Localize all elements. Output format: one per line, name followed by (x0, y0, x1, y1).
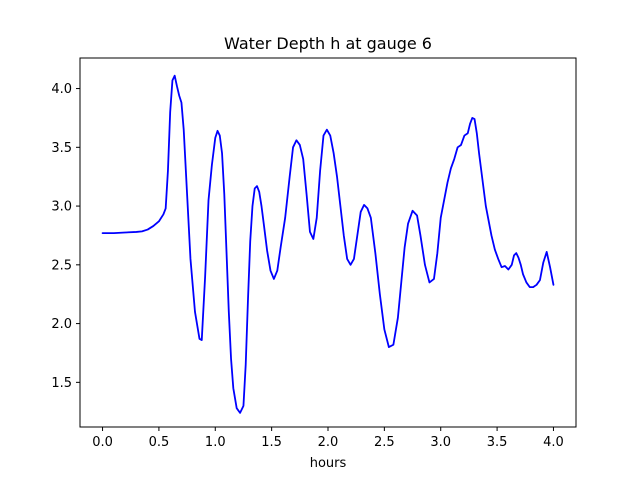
plot-layer (101, 74, 555, 414)
chart-title: Water Depth h at gauge 6 (224, 34, 432, 53)
x-tick-label: 2.5 (374, 435, 395, 450)
y-tick-label: 3.5 (51, 141, 72, 156)
x-tick-label: 0.5 (149, 435, 170, 450)
x-axis-label: hours (310, 456, 347, 471)
series-line-0 (101, 74, 555, 414)
y-tick-label: 2.5 (51, 258, 72, 273)
y-tick-label: 3.0 (51, 200, 72, 215)
x-tick-label: 1.5 (261, 435, 282, 450)
y-tick-label: 1.5 (51, 376, 72, 391)
x-tick-label: 4.0 (543, 435, 564, 450)
x-tick-label: 3.5 (487, 435, 508, 450)
x-tick-label: 0.0 (92, 435, 113, 450)
y-axis-ticks: 1.5 2.0 2.5 3.0 3.5 4.0 (51, 82, 80, 391)
y-tick-label: 4.0 (51, 82, 72, 97)
x-tick-label: 2.0 (318, 435, 339, 450)
x-axis-ticks: 0.0 0.5 1.0 1.5 2.0 2.5 3.0 3.5 4.0 (92, 427, 564, 450)
x-tick-label: 3.0 (430, 435, 451, 450)
x-tick-label: 1.0 (205, 435, 226, 450)
y-tick-label: 2.0 (51, 317, 72, 332)
